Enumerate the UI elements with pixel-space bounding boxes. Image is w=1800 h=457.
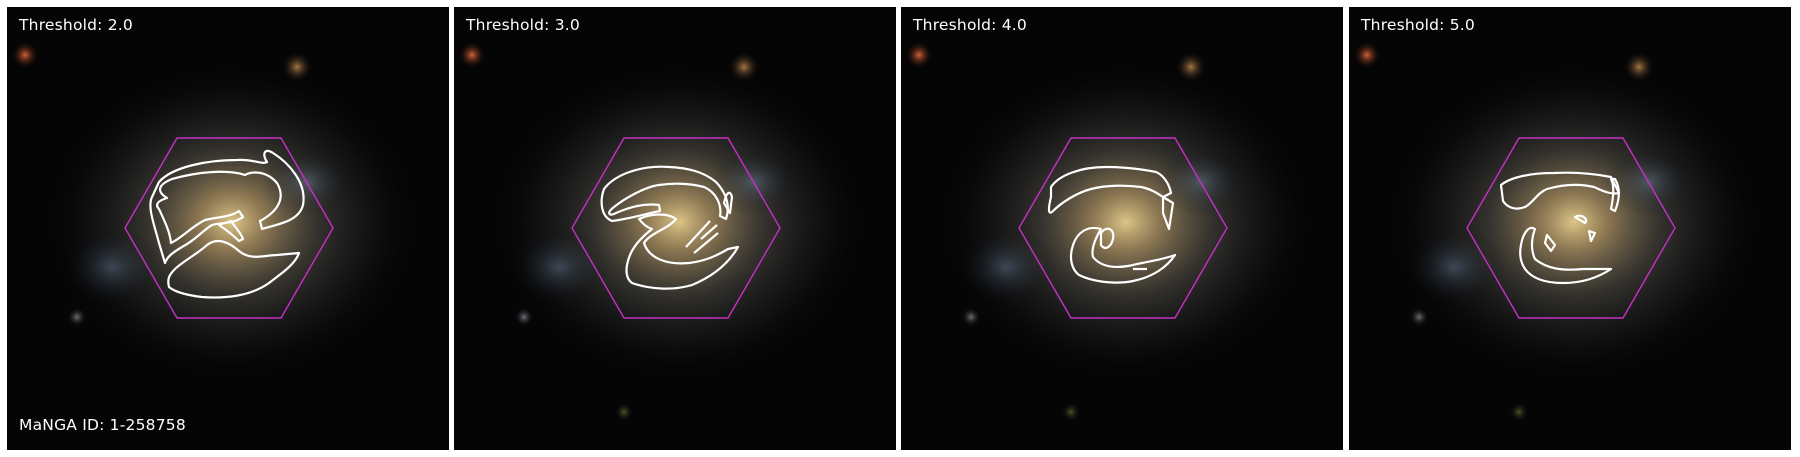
spiral-arm-contour (600, 165, 740, 290)
manga-id-label: MaNGA ID: 1-258758 (19, 416, 186, 434)
image-panel-3: Threshold: 4.0 (901, 7, 1343, 450)
threshold-label: Threshold: 5.0 (1361, 16, 1475, 34)
ifu-hexagon (571, 137, 781, 319)
threshold-label: Threshold: 2.0 (19, 16, 133, 34)
threshold-label: Threshold: 3.0 (466, 16, 580, 34)
ifu-hexagon (1018, 137, 1228, 319)
image-panel-1: Threshold: 2.0 MaNGA ID: 1-258758 (7, 7, 449, 450)
spiral-arm-contour (1047, 165, 1177, 284)
ifu-hexagon (1466, 137, 1676, 319)
threshold-label: Threshold: 4.0 (913, 16, 1027, 34)
galaxy-image-2 (454, 7, 896, 450)
image-panel-4: Threshold: 5.0 (1349, 7, 1791, 450)
image-panel-2: Threshold: 3.0 (454, 7, 896, 450)
galaxy-image-3 (901, 7, 1343, 450)
spiral-arm-contour (149, 149, 305, 299)
galaxy-image-1 (7, 7, 449, 450)
spiral-arm-contour (1499, 171, 1621, 285)
galaxy-image-4 (1349, 7, 1791, 450)
ifu-hexagon (124, 137, 334, 319)
